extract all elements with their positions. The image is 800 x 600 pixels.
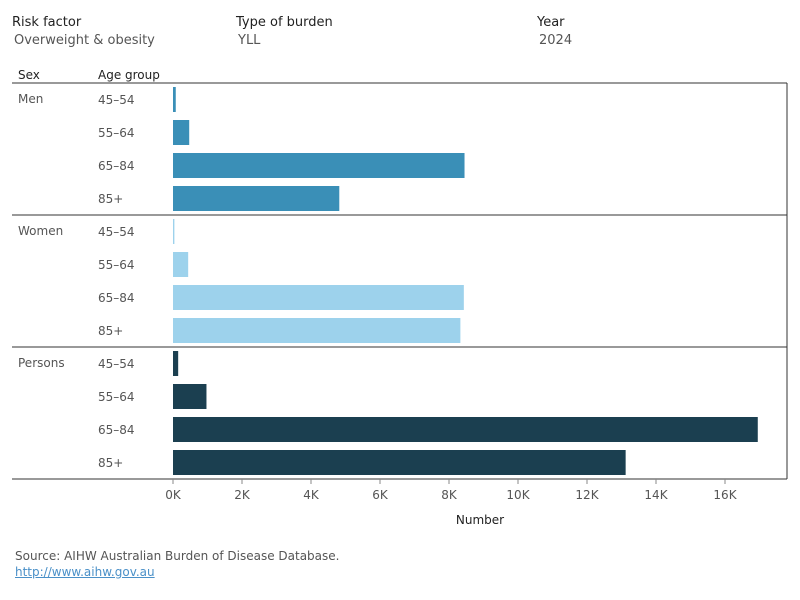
sex-label-persons: Persons (18, 356, 65, 370)
x-tick-label: 16K (713, 488, 737, 502)
bar-men-85[interactable] (173, 186, 340, 211)
x-tick-label: 8K (441, 488, 458, 502)
bar-persons-45-54[interactable] (173, 351, 179, 376)
risk-factor-label: Risk factor (12, 15, 82, 30)
bar-women-55-64[interactable] (173, 252, 189, 277)
type-of-burden-filter[interactable]: Type of burden YLL (236, 15, 333, 48)
source-note: Source: AIHW Australian Burden of Diseas… (15, 549, 339, 579)
bar-women-45-54[interactable] (173, 219, 175, 244)
sex-label-men: Men (18, 92, 43, 106)
age-label-persons-85: 85+ (98, 456, 123, 470)
age-group-column-header: Age group (98, 68, 160, 82)
bar-women-85[interactable] (173, 318, 461, 343)
year-value[interactable]: 2024 (539, 33, 573, 48)
x-tick-label: 2K (234, 488, 251, 502)
bar-persons-55-64[interactable] (173, 384, 207, 409)
age-label-men-65-84: 65–84 (98, 159, 135, 173)
bar-chart: Sex Age group Number Men 45–54 55–64 65–84 8… (12, 68, 788, 527)
type-of-burden-label: Type of burden (236, 15, 333, 30)
sex-column-header: Sex (18, 68, 40, 82)
x-axis-title: Number (456, 513, 504, 527)
x-tick-label: 10K (506, 488, 530, 502)
x-tick-label: 0K (165, 488, 182, 502)
age-label-women-85: 85+ (98, 324, 123, 338)
source-link[interactable]: http://www.aihw.gov.au (15, 565, 155, 579)
risk-factor-filter[interactable]: Risk factor Overweight & obesity (12, 15, 155, 48)
age-label-persons-55-64: 55–64 (98, 390, 135, 404)
bar-persons-85[interactable] (173, 450, 626, 475)
age-label-men-55-64: 55–64 (98, 126, 135, 140)
type-of-burden-value[interactable]: YLL (238, 33, 261, 48)
x-tick-label: 14K (644, 488, 668, 502)
bar-men-55-64[interactable] (173, 120, 190, 145)
bar-persons-65-84[interactable] (173, 417, 758, 442)
age-label-men-85: 85+ (98, 192, 123, 206)
age-label-women-65-84: 65–84 (98, 291, 135, 305)
x-tick-label: 6K (372, 488, 389, 502)
age-label-persons-65-84: 65–84 (98, 423, 135, 437)
age-label-women-45-54: 45–54 (98, 225, 135, 239)
bar-men-45-54[interactable] (173, 87, 176, 112)
age-label-men-45-54: 45–54 (98, 93, 135, 107)
age-label-women-55-64: 55–64 (98, 258, 135, 272)
bar-men-65-84[interactable] (173, 153, 465, 178)
x-tick-label: 12K (575, 488, 599, 502)
year-label: Year (537, 15, 565, 30)
risk-factor-value[interactable]: Overweight & obesity (14, 33, 155, 48)
source-text: Source: AIHW Australian Burden of Diseas… (15, 549, 340, 563)
x-tick-label: 4K (303, 488, 320, 502)
sex-label-women: Women (18, 224, 63, 238)
age-label-persons-45-54: 45–54 (98, 357, 135, 371)
bar-women-65-84[interactable] (173, 285, 464, 310)
year-filter[interactable]: Year 2024 (537, 15, 572, 48)
